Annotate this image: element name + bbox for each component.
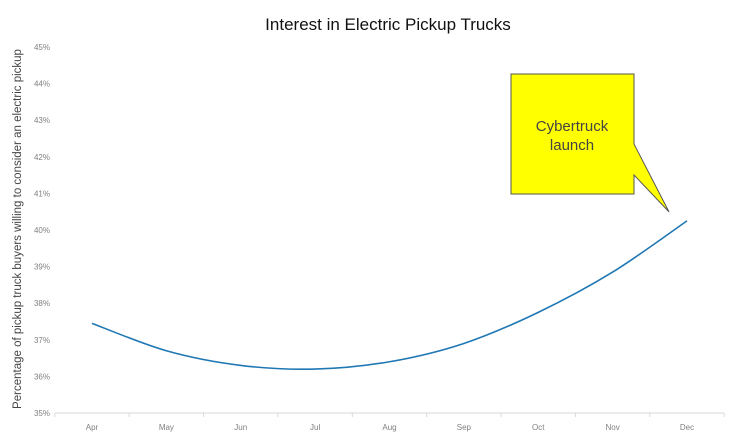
y-tick-label: 43% (34, 116, 50, 125)
callout-line-2: launch (550, 137, 594, 154)
annotation-callout: Cybertruck launch (510, 73, 670, 213)
x-tick-label: Sep (457, 423, 472, 432)
y-tick-label: 39% (34, 263, 50, 272)
y-tick-label: 38% (34, 299, 50, 308)
y-tick-label: 40% (34, 226, 50, 235)
x-tick-labels: Apr May Jun Jul Aug Sep Oct Nov Dec (86, 423, 694, 432)
y-tick-label: 44% (34, 80, 50, 89)
x-tick-label: Nov (606, 423, 620, 432)
x-tick-marks (54, 413, 725, 417)
y-tick-label: 45% (34, 43, 50, 52)
y-tick-label: 36% (34, 372, 50, 381)
x-tick-label: Jun (234, 423, 247, 432)
y-tick-label: 37% (34, 336, 50, 345)
x-tick-label: Oct (532, 423, 545, 432)
x-tick-label: Apr (86, 423, 99, 432)
series-line (91, 220, 688, 371)
x-tick-label: Jul (310, 423, 320, 432)
y-tick-label: 35% (34, 409, 50, 418)
y-tick-labels: 35% 36% 37% 38% 39% 40% 41% 42% 43% 44% 45% (34, 43, 50, 418)
y-tick-label: 41% (34, 189, 50, 198)
y-tick-label: 42% (34, 153, 50, 162)
x-tick-label: Aug (382, 423, 396, 432)
x-tick-label: Dec (680, 423, 694, 432)
y-axis-label: Percentage of pickup truck buyers willin… (12, 49, 24, 409)
chart-title: Interest in Electric Pickup Trucks (265, 15, 511, 34)
callout-line-1: Cybertruck (536, 118, 609, 135)
callout-box (510, 73, 670, 213)
x-tick-label: May (159, 423, 174, 432)
